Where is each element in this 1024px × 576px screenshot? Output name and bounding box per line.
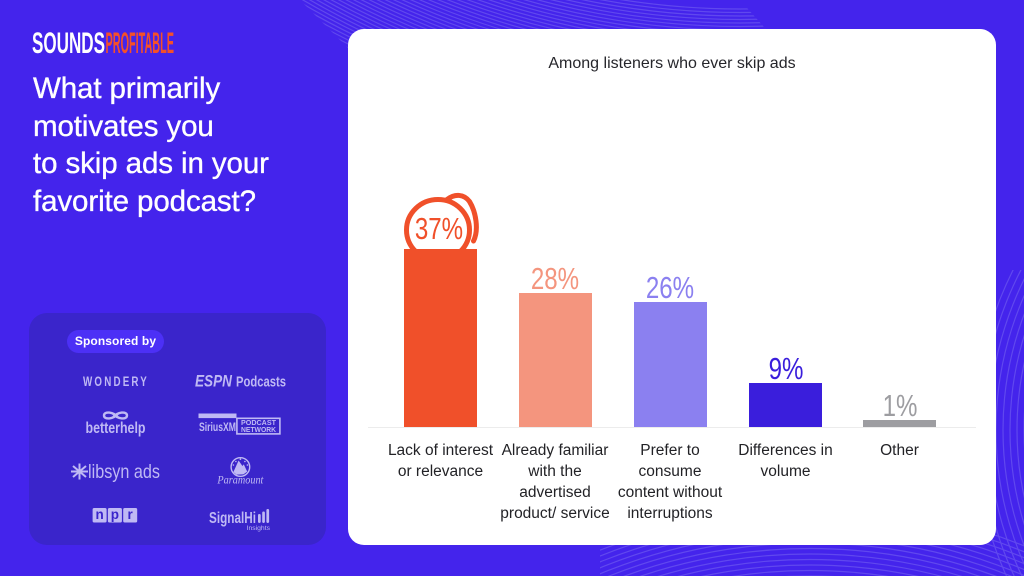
svg-text:NETWORK: NETWORK bbox=[241, 427, 276, 434]
svg-text:r: r bbox=[128, 507, 134, 522]
svg-text:p: p bbox=[111, 507, 119, 522]
svg-text:Paramount: Paramount bbox=[217, 473, 264, 487]
svg-text:PODCAST: PODCAST bbox=[241, 420, 277, 427]
svg-text:SignalHi: SignalHi bbox=[209, 510, 256, 527]
svg-text:PROFITABLE: PROFITABLE bbox=[106, 31, 175, 54]
svg-text:libsyn ads: libsyn ads bbox=[88, 461, 160, 483]
svg-text:betterhelp: betterhelp bbox=[86, 420, 146, 437]
svg-text:SiriusXM: SiriusXM bbox=[199, 422, 236, 434]
svg-text:Insights: Insights bbox=[247, 525, 271, 532]
svg-text:n: n bbox=[95, 507, 103, 522]
svg-text:ESPN: ESPN bbox=[195, 373, 233, 391]
svg-text:SOUNDS: SOUNDS bbox=[32, 31, 105, 54]
svg-text:Podcasts: Podcasts bbox=[236, 375, 286, 391]
svg-text:WONDERY: WONDERY bbox=[83, 374, 149, 389]
